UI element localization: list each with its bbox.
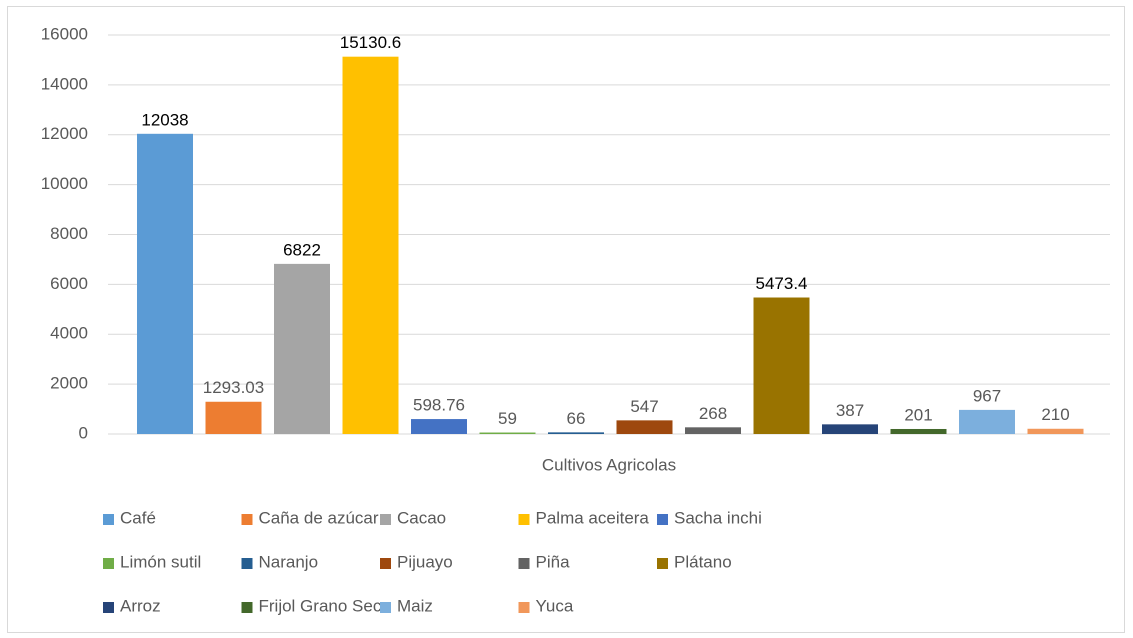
bar bbox=[959, 409, 1015, 434]
x-axis-category: Cultivos Agricolas bbox=[542, 455, 676, 474]
bar bbox=[1027, 428, 1084, 434]
data-label: 967 bbox=[973, 386, 1001, 405]
legend-label: Maiz bbox=[397, 596, 433, 615]
y-tick-label: 14000 bbox=[41, 74, 88, 93]
legend-swatch bbox=[241, 514, 253, 525]
chart-frame bbox=[7, 6, 1125, 633]
bar bbox=[548, 432, 604, 434]
data-label: 5473.4 bbox=[756, 274, 808, 293]
y-tick-label: 8000 bbox=[50, 224, 88, 243]
data-label: 598.76 bbox=[413, 396, 465, 415]
legend-swatch bbox=[518, 602, 530, 613]
data-label: 268 bbox=[699, 404, 727, 423]
legend-swatch bbox=[518, 514, 530, 525]
bar bbox=[753, 297, 810, 434]
legend-label: Arroz bbox=[120, 596, 161, 615]
bar bbox=[411, 419, 467, 434]
legend-label: Palma aceitera bbox=[536, 508, 650, 527]
legend-swatch bbox=[380, 514, 391, 525]
legend-swatch bbox=[241, 558, 253, 569]
legend-label: Plátano bbox=[674, 552, 732, 571]
y-tick-label: 4000 bbox=[50, 324, 88, 343]
bar bbox=[274, 263, 330, 434]
data-label: 12038 bbox=[141, 110, 188, 129]
data-label: 15130.6 bbox=[340, 33, 401, 52]
legend-swatch bbox=[380, 558, 391, 569]
data-label: 59 bbox=[498, 409, 517, 428]
data-label: 66 bbox=[567, 409, 586, 428]
legend-label: Frijol Grano Seco bbox=[259, 596, 391, 615]
bar bbox=[822, 424, 878, 434]
legend-label: Yuca bbox=[536, 596, 574, 615]
bar bbox=[685, 427, 741, 434]
legend-swatch bbox=[103, 558, 114, 569]
y-tick-label: 0 bbox=[79, 423, 88, 442]
data-label: 547 bbox=[630, 397, 658, 416]
legend-label: Sacha inchi bbox=[674, 508, 762, 527]
y-tick-label: 10000 bbox=[41, 174, 88, 193]
legend-label: Pijuayo bbox=[397, 552, 453, 571]
legend-label: Café bbox=[120, 508, 156, 527]
legend-label: Naranjo bbox=[259, 552, 319, 571]
legend-label: Piña bbox=[536, 552, 571, 571]
legend-swatch bbox=[657, 558, 668, 569]
legend-label: Caña de azúcar bbox=[259, 508, 379, 527]
y-tick-label: 6000 bbox=[50, 274, 88, 293]
y-tick-label: 16000 bbox=[41, 24, 88, 43]
data-label: 201 bbox=[904, 405, 932, 424]
legend-label: Cacao bbox=[397, 508, 446, 527]
data-label: 210 bbox=[1041, 405, 1069, 424]
bar bbox=[616, 420, 673, 434]
bar bbox=[890, 428, 947, 434]
legend-swatch bbox=[241, 602, 253, 613]
data-label: 6822 bbox=[283, 240, 321, 259]
data-label: 1293.03 bbox=[203, 378, 264, 397]
bar bbox=[137, 133, 193, 434]
legend-swatch bbox=[657, 514, 668, 525]
y-tick-label: 2000 bbox=[50, 374, 88, 393]
legend-label: Limón sutil bbox=[120, 552, 201, 571]
legend-swatch bbox=[518, 558, 530, 569]
y-tick-label: 12000 bbox=[41, 124, 88, 143]
legend-swatch bbox=[380, 602, 391, 613]
bar bbox=[342, 56, 399, 434]
bar bbox=[479, 432, 536, 434]
bar bbox=[205, 401, 262, 434]
legend-swatch bbox=[103, 602, 114, 613]
data-label: 387 bbox=[836, 401, 864, 420]
legend-swatch bbox=[103, 514, 114, 525]
